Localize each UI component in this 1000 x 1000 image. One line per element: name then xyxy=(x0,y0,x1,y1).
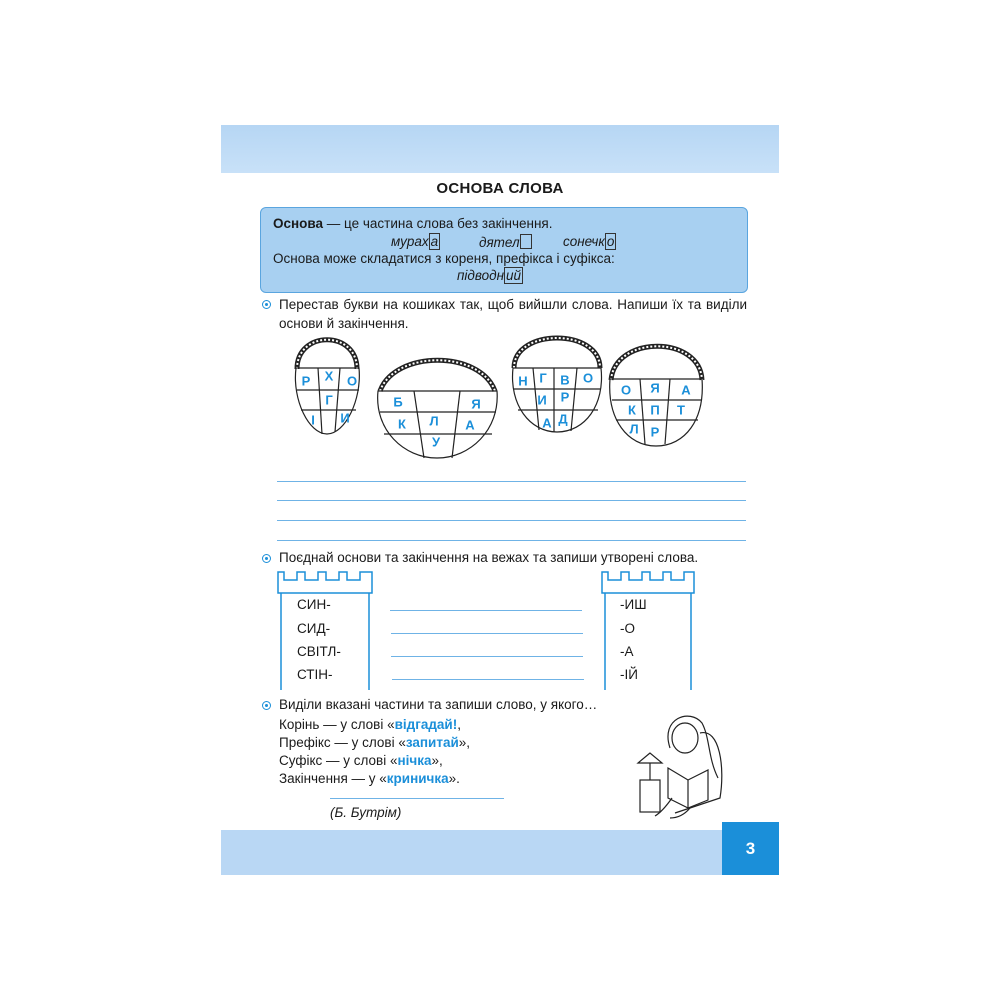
rule-line-1: Основа — це частина слова без закінчення… xyxy=(273,216,553,231)
line-text: Суфікс — у слові « xyxy=(279,753,398,768)
writing-line[interactable] xyxy=(277,540,746,541)
line-text: », xyxy=(431,753,443,768)
highlight-word: нічка xyxy=(397,753,432,768)
task-bullet-icon xyxy=(262,701,271,710)
basket-letter[interactable]: Я xyxy=(471,396,481,412)
writing-line[interactable] xyxy=(391,656,583,657)
rule-line-2: Основа може складатися з кореня, префікс… xyxy=(273,251,615,266)
line-text: , xyxy=(457,717,461,732)
line-text: Префікс — у слові « xyxy=(279,735,406,750)
rule-term: Основа xyxy=(273,216,324,231)
basket-letter[interactable]: О xyxy=(620,382,632,398)
page-number: 3 xyxy=(722,822,779,875)
stem-text: СТІН- xyxy=(297,667,333,682)
task3-text: Виділи вказані частини та запиши слово, … xyxy=(279,697,598,712)
basket-letter[interactable]: У xyxy=(431,434,441,450)
basket-letter[interactable]: И xyxy=(537,392,547,408)
ending-text: -А xyxy=(620,644,634,659)
basket-letter[interactable]: А xyxy=(465,417,475,433)
writing-line[interactable] xyxy=(330,798,504,799)
left-tower xyxy=(277,571,373,690)
task3-line: Закінчення — у «криничка». xyxy=(279,769,460,788)
ending: о xyxy=(604,233,617,250)
task3-line: Префікс — у слові «запитай», xyxy=(279,733,470,752)
writing-line[interactable] xyxy=(277,500,746,501)
header-band xyxy=(221,125,779,173)
writing-line[interactable] xyxy=(392,679,584,680)
basket-letter[interactable]: Р xyxy=(650,424,660,440)
basket-1 xyxy=(294,337,360,435)
basket-letter[interactable]: Б xyxy=(393,394,403,410)
stem-text: СВІТЛ- xyxy=(297,644,341,659)
basket-4 xyxy=(608,343,705,447)
stem: дятел xyxy=(479,235,520,250)
basket-letter[interactable]: Л xyxy=(629,421,639,437)
basket-letter[interactable]: Г xyxy=(539,370,547,386)
highlight-word: криничка xyxy=(386,771,449,786)
basket-letter[interactable]: Я xyxy=(650,380,660,396)
basket-letter[interactable]: А xyxy=(681,382,691,398)
author: (Б. Бутрім) xyxy=(330,805,402,820)
ending: ий xyxy=(504,267,524,284)
example-word: дятел xyxy=(479,234,532,250)
stem: сонечк xyxy=(563,234,605,249)
ending-text: -О xyxy=(620,621,635,636)
rule-box: Основа — це частина слова без закінчення… xyxy=(260,207,748,293)
basket-letter[interactable]: А xyxy=(542,415,552,431)
footer-band xyxy=(221,830,779,875)
stem-text: СИН- xyxy=(297,597,331,612)
ending-text: -ИШ xyxy=(620,597,647,612)
basket-letter[interactable]: П xyxy=(650,402,660,418)
basket-letter[interactable]: Н xyxy=(518,373,528,389)
basket-letter[interactable]: Х xyxy=(324,368,334,384)
task-bullet-icon xyxy=(262,554,271,563)
example-word-2: підводн ий xyxy=(457,267,524,284)
stem: мурах xyxy=(391,234,429,249)
basket-letter[interactable]: І xyxy=(311,412,315,428)
example-word: мурах а xyxy=(391,233,441,250)
task-bullet-icon xyxy=(262,300,271,309)
line-text: Закінчення — у « xyxy=(279,771,387,786)
writing-line[interactable] xyxy=(391,633,583,634)
right-tower xyxy=(601,571,695,690)
basket-3 xyxy=(511,335,603,433)
basket-letter[interactable]: К xyxy=(398,416,406,432)
task2-text: Поєднай основи та закінчення на вежах та… xyxy=(279,550,699,565)
basket-letter[interactable]: Л xyxy=(429,413,439,429)
basket-letter[interactable]: Т xyxy=(677,402,685,418)
task1-text: Перестав букви на кошиках так, щоб вийшл… xyxy=(279,297,747,331)
stem: підводн xyxy=(457,268,505,283)
task3-line: Корінь — у слові «відгадай!, xyxy=(279,715,461,734)
writing-line[interactable] xyxy=(277,481,746,482)
ending: а xyxy=(428,233,441,250)
highlight-word: відгадай! xyxy=(394,717,458,732)
stem-text: СИД- xyxy=(297,621,331,636)
basket-letter[interactable]: В xyxy=(560,372,570,388)
rule-definition: — це частина слова без закінчення. xyxy=(323,216,553,231)
basket-letter[interactable]: Р xyxy=(560,389,570,405)
page-title: ОСНОВА СЛОВА xyxy=(436,180,564,197)
girl-reading-illustration xyxy=(636,715,723,819)
basket-letter[interactable]: Р xyxy=(301,373,311,389)
writing-line[interactable] xyxy=(277,520,746,521)
basket-letter[interactable]: Д xyxy=(558,411,568,427)
line-text: », xyxy=(458,735,471,750)
basket-letter[interactable]: И xyxy=(340,410,350,426)
example-word: сонечк о xyxy=(563,233,617,250)
ending-text: -ІЙ xyxy=(620,667,638,682)
line-text: Корінь — у слові « xyxy=(279,717,395,732)
basket-letter[interactable]: О xyxy=(346,373,358,389)
basket-letter[interactable]: К xyxy=(628,402,636,418)
writing-line[interactable] xyxy=(390,610,582,611)
task3-line: Суфікс — у слові «нічка», xyxy=(279,751,443,770)
highlight-word: запитай xyxy=(405,735,459,750)
basket-2 xyxy=(377,357,498,459)
basket-letter[interactable]: Г xyxy=(325,392,333,408)
empty-ending xyxy=(519,234,532,249)
basket-letter[interactable]: О xyxy=(582,370,594,386)
line-text: ». xyxy=(448,771,460,786)
